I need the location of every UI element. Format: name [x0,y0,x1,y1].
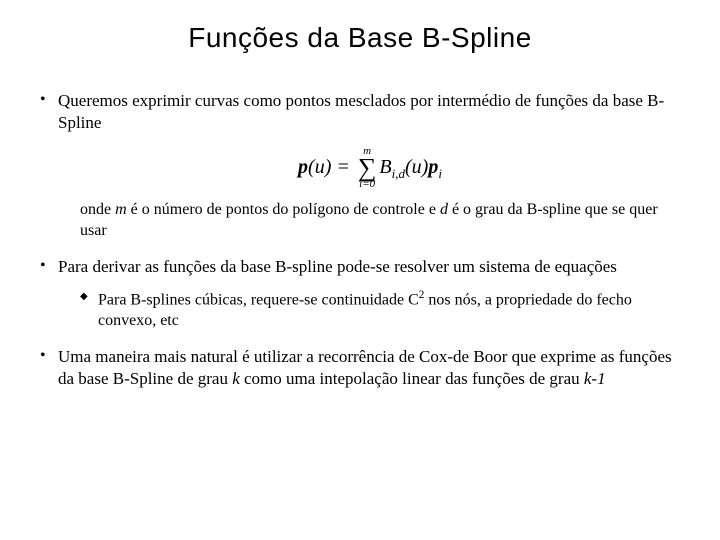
page-title: Funções da Base B-Spline [38,22,682,54]
bullet-item-1: Queremos exprimir curvas como pontos mes… [38,90,682,242]
bullet-item-3: Uma maneira mais natural é utilizar a re… [38,346,682,390]
formula-p2-sub: i [438,166,442,181]
sub-item-1: Para B-splines cúbicas, requere-se conti… [80,288,682,332]
onde-mid: é o número de pontos do polígono de cont… [127,201,440,218]
sum-bot: i=0 [358,179,377,190]
b3-mid: como uma intepolação linear das funções … [240,369,584,388]
formula-p2: p [428,156,438,178]
sub-list: Para B-splines cúbicas, requere-se conti… [58,288,682,332]
b3-k1: k-1 [584,369,606,388]
sub-pre: Para B-splines cúbicas, requere-se conti… [98,291,419,308]
formula-B-sub: i,d [392,166,405,181]
onde-line: onde m é o número de pontos do polígono … [58,200,682,242]
bullet-text-2: Para derivar as funções da base B-spline… [58,257,617,276]
sum-sigma: ∑ [358,157,377,179]
onde-d: d [440,201,448,218]
formula-eq: = [331,156,355,178]
onde-m: m [115,201,127,218]
bullet-text-1: Queremos exprimir curvas como pontos mes… [58,91,664,132]
formula-p: p [298,156,308,178]
formula: p(u) = m∑i=0Bi,d(u)pi [298,156,442,178]
onde-pre: onde [80,201,115,218]
formula-B: B [379,156,391,178]
b3-k: k [232,369,240,388]
formula-arg: (u) [308,156,331,178]
bullet-list: Queremos exprimir curvas como pontos mes… [38,90,682,390]
bullet-item-2: Para derivar as funções da base B-spline… [38,256,682,332]
formula-B-arg: (u) [405,156,428,178]
sum-block: m∑i=0 [358,146,377,190]
formula-block: p(u) = m∑i=0Bi,d(u)pi [58,146,682,190]
